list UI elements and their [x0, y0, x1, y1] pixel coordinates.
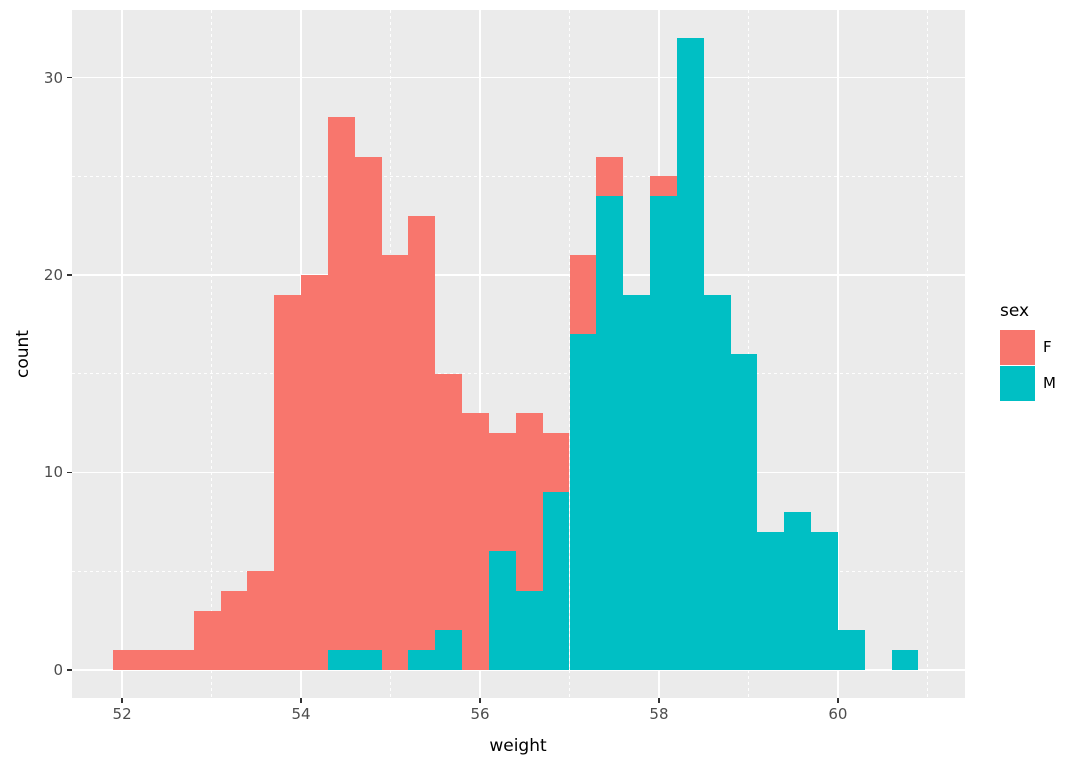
y-tick-label: 20 — [43, 266, 63, 284]
gridline-minor — [72, 175, 965, 177]
histogram-bar-M — [650, 196, 677, 670]
legend-swatch-M — [1000, 366, 1035, 401]
histogram-bar-M — [435, 630, 463, 670]
plot-panel — [72, 10, 965, 698]
histogram-bar-M — [676, 38, 704, 670]
x-axis-tick — [300, 698, 302, 703]
gridline-major — [72, 76, 965, 79]
y-axis-tick — [67, 274, 72, 276]
x-tick-label: 58 — [649, 705, 669, 723]
x-axis-title: weight — [489, 736, 547, 756]
histogram-bar-M — [623, 294, 651, 670]
histogram-bar-M — [596, 196, 624, 670]
histogram-bar-F — [381, 255, 409, 670]
histogram-bar-F — [354, 156, 382, 670]
histogram-bar-M — [784, 511, 812, 670]
histogram-bar-M — [703, 294, 731, 670]
y-tick-label: 0 — [53, 660, 63, 679]
histogram-bar-F — [140, 650, 167, 670]
gridline-major — [121, 10, 123, 698]
x-tick-label: 60 — [828, 705, 848, 723]
histogram-bar-F — [220, 590, 248, 670]
histogram-bar-F — [435, 373, 463, 670]
x-tick-label: 54 — [291, 705, 311, 723]
x-tick-label: 56 — [470, 705, 490, 723]
histogram-bar-F — [462, 413, 489, 670]
histogram-bar-F — [193, 610, 221, 670]
histogram-bar-M — [515, 590, 543, 670]
histogram-bar-M — [408, 650, 436, 670]
histogram-bar-F — [166, 650, 194, 670]
legend-swatch-F — [1000, 330, 1035, 365]
x-axis-tick — [837, 698, 839, 703]
gridline-major — [837, 10, 839, 698]
histogram-bar-M — [542, 492, 570, 670]
histogram-bar-M — [757, 531, 785, 670]
gridline-major — [479, 10, 481, 698]
histogram-bar-F — [274, 294, 302, 670]
histogram-bar-M — [488, 551, 516, 670]
gridline-major — [72, 274, 965, 276]
histogram-bar-M — [811, 531, 838, 670]
y-axis-tick — [67, 669, 72, 671]
x-axis-tick — [658, 698, 660, 703]
histogram-bar-M — [327, 650, 355, 670]
histogram-bar-M — [891, 650, 919, 670]
y-axis-tick — [67, 76, 72, 79]
legend-label: F — [1043, 338, 1052, 356]
legend-title: sex — [1000, 301, 1030, 321]
histogram-bar-M — [730, 354, 758, 670]
gridline-minor — [926, 10, 928, 698]
y-tick-label: 10 — [43, 463, 63, 482]
histogram-bar-M — [837, 630, 865, 670]
gridline-minor — [211, 10, 213, 698]
histogram-bar-F — [247, 571, 275, 670]
gridline-minor — [72, 373, 965, 375]
histogram-bar-F — [301, 275, 328, 670]
histogram-bar-M — [569, 334, 597, 670]
y-tick-label: 30 — [43, 68, 63, 87]
histogram-bar-F — [327, 117, 355, 670]
x-axis-tick — [479, 698, 481, 703]
histogram-bar-F — [408, 215, 436, 670]
y-axis-tick — [67, 471, 72, 474]
legend-key: M — [1000, 366, 1080, 401]
legend-label: M — [1043, 374, 1056, 392]
histogram-bar-M — [354, 650, 382, 670]
y-axis-title: count — [13, 330, 33, 378]
histogram-bar-F — [113, 650, 140, 670]
x-tick-label: 52 — [112, 705, 132, 723]
x-axis-tick — [121, 698, 123, 703]
legend-key: F — [1000, 330, 1080, 365]
gridline-major — [72, 669, 965, 671]
